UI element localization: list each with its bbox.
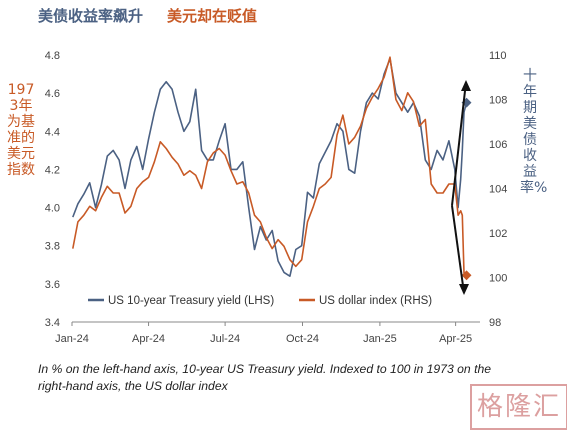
watermark-stamp: 格隆汇 [470, 384, 567, 430]
legend-label-dollar: US dollar index (RHS) [319, 295, 432, 307]
y-left-tick-label: 3.8 [45, 241, 60, 253]
y-right-tick-label: 98 [489, 317, 501, 329]
left-axis-label: 1973年为基准的美元指数 [7, 82, 35, 178]
y-right-tick-label: 108 [489, 95, 507, 107]
up-arrow-line [451, 81, 467, 206]
y-right-tick-label: 100 [489, 273, 507, 285]
down-arrow-head [459, 284, 469, 295]
legend-label-treasury: US 10-year Treasury yield (LHS) [108, 295, 274, 307]
y-right-tick-label: 106 [489, 139, 507, 151]
y-right-tick-label: 104 [489, 184, 507, 196]
chart-caption: In % on the left-hand axis, 10-year US T… [38, 362, 492, 393]
y-left-tick-label: 4.2 [45, 164, 60, 176]
y-left-tick-label: 4.4 [45, 126, 60, 138]
y-left-tick-label: 3.4 [45, 317, 60, 329]
x-tick-label: Apr-25 [439, 333, 472, 345]
y-left-tick-label: 3.6 [45, 279, 60, 291]
dollar-index-line [72, 56, 468, 276]
x-tick-label: Jan-25 [363, 333, 397, 345]
dollar-end-marker [461, 270, 472, 281]
y-left-tick-label: 4.6 [45, 88, 60, 100]
y-left-tick-label: 4.0 [45, 203, 60, 215]
down-arrow-line [451, 205, 465, 294]
x-tick-label: Jul-24 [210, 333, 240, 345]
y-right-tick-label: 110 [489, 50, 507, 62]
x-tick-label: Oct-24 [286, 333, 319, 345]
x-tick-label: Jan-24 [55, 333, 89, 345]
y-right-tick-label: 102 [489, 228, 507, 240]
chart-title-dollar: 美元却在贬值 [167, 7, 258, 25]
up-arrow-head [461, 80, 471, 91]
x-tick-label: Apr-24 [132, 333, 165, 345]
y-left-tick-label: 4.8 [45, 50, 60, 62]
chart-title-yield: 美债收益率飙升 [38, 7, 144, 25]
